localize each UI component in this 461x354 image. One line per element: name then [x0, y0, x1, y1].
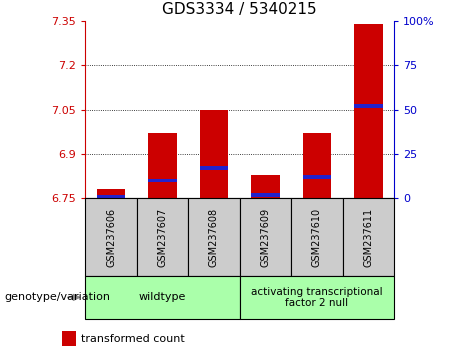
Bar [354, 24, 383, 198]
Bar [188, 198, 240, 276]
Bar [148, 133, 177, 198]
Text: GSM237611: GSM237611 [363, 207, 373, 267]
Bar [200, 110, 228, 198]
Text: transformed count: transformed count [81, 333, 185, 344]
Bar [343, 198, 394, 276]
Text: GSM237607: GSM237607 [158, 207, 167, 267]
Bar [97, 189, 125, 198]
Bar [148, 179, 177, 183]
Text: GSM237606: GSM237606 [106, 207, 116, 267]
Title: GDS3334 / 5340215: GDS3334 / 5340215 [162, 2, 317, 17]
Text: genotype/variation: genotype/variation [5, 292, 111, 302]
Text: activating transcriptional
factor 2 null: activating transcriptional factor 2 null [251, 286, 383, 308]
Text: GSM237608: GSM237608 [209, 207, 219, 267]
Bar [62, 331, 76, 347]
Bar [240, 276, 394, 319]
Bar [200, 166, 228, 170]
Bar [85, 276, 240, 319]
Bar [97, 195, 125, 199]
Bar [251, 193, 280, 197]
Bar [137, 198, 188, 276]
Text: wildtype: wildtype [139, 292, 186, 302]
Bar [291, 198, 343, 276]
Bar [303, 133, 331, 198]
Bar [240, 198, 291, 276]
Bar [354, 104, 383, 108]
Bar [303, 175, 331, 179]
Bar [85, 198, 137, 276]
Text: GSM237610: GSM237610 [312, 207, 322, 267]
Bar [251, 175, 280, 198]
Text: GSM237609: GSM237609 [260, 207, 271, 267]
